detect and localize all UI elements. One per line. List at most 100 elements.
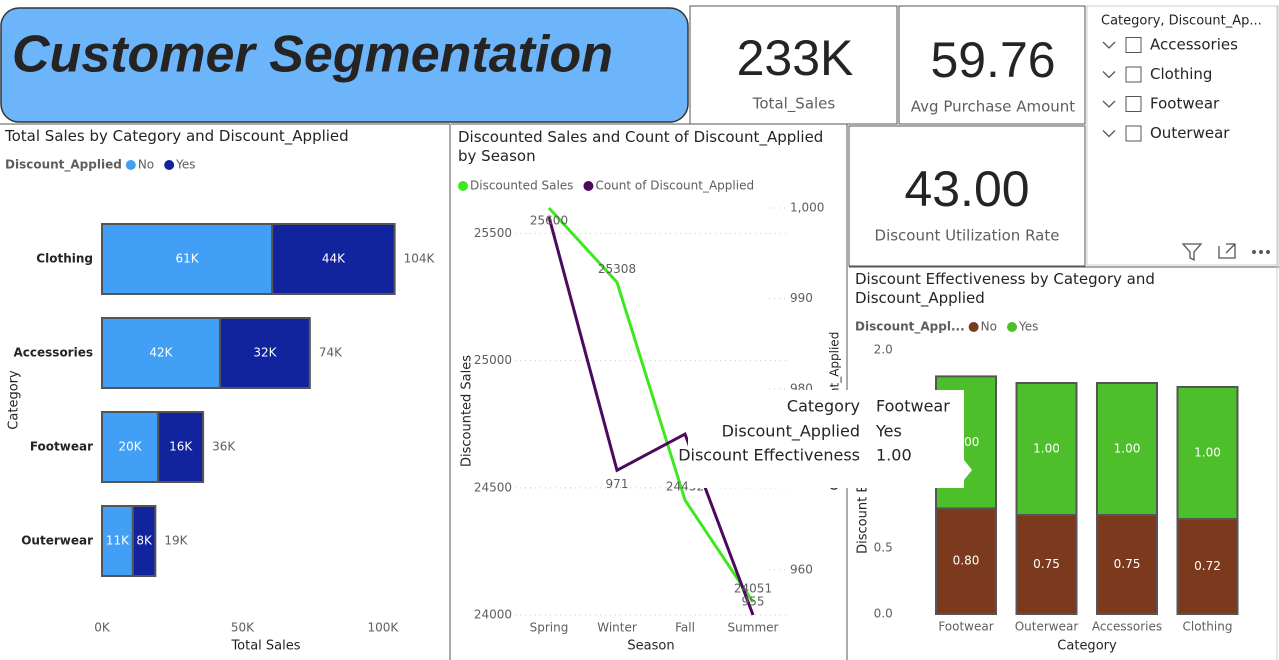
slicer-item: Outerwear bbox=[1150, 124, 1230, 142]
kpi-label: Avg Purchase Amount bbox=[911, 98, 1075, 116]
legend-label: Yes bbox=[175, 158, 195, 172]
bar-segment bbox=[218, 317, 311, 389]
legend-swatch bbox=[583, 181, 594, 191]
bar-segment bbox=[1015, 382, 1078, 516]
bar-segment bbox=[101, 223, 274, 295]
tooltip: Category Footwear Discount_Applied Yes D… bbox=[678, 390, 972, 488]
x-axis-title: Category bbox=[1057, 639, 1117, 654]
y-tick-label: 0.0 bbox=[874, 607, 893, 621]
category-label: Footwear bbox=[938, 620, 993, 634]
bar-segment bbox=[1096, 382, 1158, 516]
chevron bbox=[1102, 100, 1116, 108]
data-label: 16K bbox=[169, 440, 193, 454]
category-label: Footwear bbox=[30, 440, 93, 454]
category-label: Clothing bbox=[36, 252, 93, 266]
data-label: 1.00 bbox=[1114, 442, 1141, 456]
filter-icon[interactable] bbox=[1181, 243, 1203, 262]
card-frame bbox=[848, 125, 1086, 267]
chevron bbox=[1102, 41, 1116, 49]
data-label: 25600 bbox=[530, 214, 568, 228]
x-tick-label: 0K bbox=[94, 621, 111, 635]
header-banner bbox=[0, 7, 689, 123]
visual-icons bbox=[1181, 243, 1270, 262]
kpi-value: 59.76 bbox=[930, 32, 1055, 88]
y-tick-label: 24000 bbox=[474, 608, 512, 622]
data-label: 42K bbox=[149, 346, 173, 360]
y-tick-label: 25500 bbox=[474, 226, 512, 240]
category-label: Accessories bbox=[1092, 620, 1162, 634]
data-label: 11K bbox=[106, 534, 130, 548]
bar-segment bbox=[1176, 517, 1239, 616]
slicer-list: Accessories Clothing Footwear Outerwear bbox=[1102, 36, 1238, 142]
legend-label: No bbox=[981, 320, 997, 334]
data-label: 0.80 bbox=[953, 554, 980, 568]
more-icon[interactable] bbox=[1266, 250, 1270, 254]
y-tick-label: 25000 bbox=[474, 353, 512, 367]
checkbox[interactable] bbox=[1125, 37, 1142, 53]
tooltip-box bbox=[688, 390, 964, 488]
y2-tick-label: 990 bbox=[790, 291, 813, 305]
checkbox[interactable] bbox=[1125, 125, 1142, 142]
kpi-label: Discount Utilization Rate bbox=[875, 227, 1060, 245]
kpi-value: 43.00 bbox=[904, 161, 1029, 217]
data-label: 955 bbox=[742, 595, 765, 609]
chevron bbox=[1102, 71, 1116, 79]
data-label: 25308 bbox=[598, 262, 636, 276]
data-label: 0.75 bbox=[1033, 557, 1060, 571]
legend-label: Count of Discount_Applied bbox=[595, 179, 754, 193]
data-label: 971 bbox=[606, 477, 629, 491]
checkbox[interactable] bbox=[1125, 66, 1142, 83]
legend-label: Yes bbox=[1018, 320, 1038, 334]
y2-tick-label: 960 bbox=[790, 562, 813, 576]
y-axis-title: Category bbox=[7, 370, 22, 430]
tooltip-pointer bbox=[964, 460, 972, 480]
bar-segment bbox=[1015, 514, 1078, 615]
bar-segment bbox=[131, 505, 157, 577]
y-tick-label: 0.5 bbox=[874, 541, 893, 555]
data-label: 1.00 bbox=[1194, 445, 1221, 459]
data-label: 20K bbox=[119, 440, 143, 454]
y2-tick-label: 1,000 bbox=[790, 201, 824, 215]
chevron bbox=[1102, 130, 1116, 138]
category-label: Outerwear bbox=[21, 534, 93, 548]
y-tick-label: 2.0 bbox=[874, 343, 893, 357]
tooltip-label: Discount Effectiveness bbox=[678, 446, 860, 465]
slicer-item: Accessories bbox=[1150, 36, 1238, 54]
bar-segment bbox=[1096, 514, 1158, 615]
chart-title: Discount Effectiveness by Category and Di… bbox=[855, 270, 1155, 308]
chart-title: Total Sales by Category and Discount_App… bbox=[4, 127, 349, 146]
tooltip-label: Discount_Applied bbox=[722, 422, 860, 442]
slicer-frame bbox=[1086, 5, 1279, 266]
bar-segment bbox=[935, 507, 997, 615]
card-frame bbox=[898, 5, 1086, 125]
x-tick-label: Winter bbox=[597, 621, 637, 635]
data-label: 24051 bbox=[734, 582, 772, 596]
category-label: Accessories bbox=[14, 346, 94, 360]
line bbox=[547, 206, 755, 603]
checkbox[interactable] bbox=[1125, 96, 1142, 112]
x-tick-label: Spring bbox=[530, 621, 569, 635]
data-label: 0.72 bbox=[1194, 559, 1221, 573]
category-label: Outerwear bbox=[1015, 620, 1079, 634]
kpi-value: 233K bbox=[737, 30, 854, 86]
total-label: 36K bbox=[212, 440, 236, 454]
line bbox=[547, 216, 755, 616]
kpi-label: Total_Sales bbox=[752, 95, 836, 114]
x-tick-label: 100K bbox=[367, 621, 399, 635]
more-icon[interactable] bbox=[1252, 250, 1256, 254]
data-label: 32K bbox=[253, 346, 277, 360]
legend-swatch bbox=[968, 322, 979, 332]
more-icon[interactable] bbox=[1259, 250, 1263, 254]
data-label: 8K bbox=[136, 534, 153, 548]
bar-segment bbox=[271, 223, 396, 295]
tooltip-value: Footwear bbox=[876, 397, 950, 416]
tooltip-value: 1.00 bbox=[876, 446, 912, 465]
slicer-title: Category, Discount_Ap... bbox=[1101, 14, 1262, 29]
focus-icon[interactable] bbox=[1218, 243, 1236, 259]
category-label: Clothing bbox=[1183, 620, 1233, 634]
x-axis-title: Season bbox=[627, 639, 674, 654]
header-title: Customer Segmentation bbox=[12, 26, 613, 84]
slicer-item: Footwear bbox=[1150, 95, 1220, 113]
bar-segment bbox=[157, 411, 205, 483]
